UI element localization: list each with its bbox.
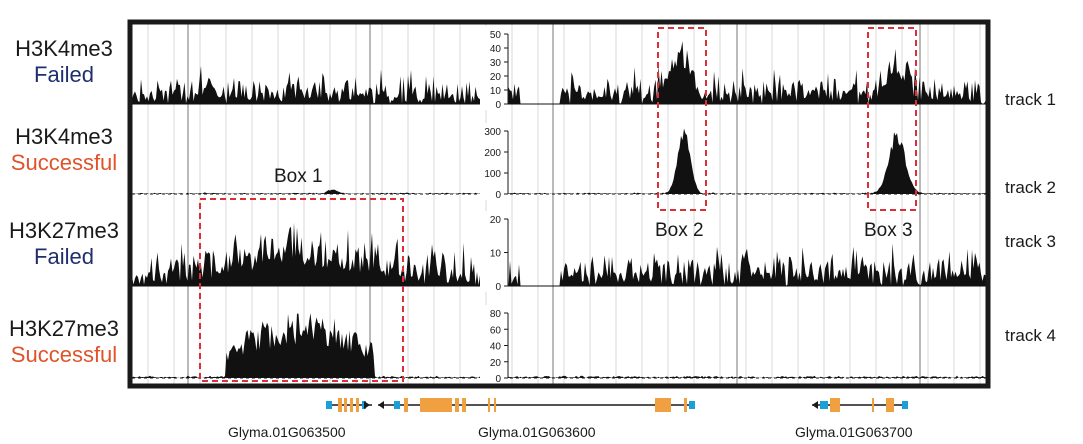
track-2-status: Successful: [10, 150, 118, 175]
gene-2-label: Glyma.01G063600: [478, 424, 596, 440]
signal-tracks: [132, 41, 986, 379]
gene-1-exon-1: [338, 398, 342, 412]
gene-3-utr-right: [902, 401, 908, 409]
box-3-label: Box 3: [864, 220, 913, 241]
gene-2-exon-2: [420, 398, 452, 412]
y-tick-label-1-2: 30: [490, 58, 502, 69]
track-3-status: Failed: [34, 244, 94, 269]
track-2-mark: H3K4me3: [15, 124, 113, 149]
highlight-boxes: [199, 27, 917, 382]
axis-background-4: [480, 305, 508, 384]
track-4-label: H3K27me3 Successful: [0, 316, 128, 368]
gene-1-utr-left: [326, 401, 332, 409]
gene-2-exon-8: [684, 398, 687, 412]
gene-1-label: Glyma.01G063500: [228, 424, 346, 440]
gene-2-exon-3: [455, 398, 459, 412]
panel-background: [130, 22, 988, 386]
box-1-label: Box 1: [274, 166, 323, 187]
track-3-name: track 3: [1005, 232, 1057, 251]
gene-2-exon-6: [494, 398, 496, 412]
gene-2-exon-7: [655, 398, 671, 412]
gene-1-exon-4: [356, 398, 359, 412]
gene-models: [326, 398, 908, 412]
track-2-name: track 2: [1005, 178, 1057, 197]
y-tick-label-2-0: 300: [484, 127, 501, 138]
y-tick-label-3-1: 10: [490, 249, 502, 260]
box-labels: Box 1 Box 2 Box 3: [274, 166, 913, 241]
signal-track-4: [132, 313, 986, 378]
y-tick-label-4-2: 40: [490, 342, 502, 353]
axis-background-2: [480, 123, 508, 200]
gene-3-exon-2: [872, 398, 874, 412]
gene-3-label: Glyma.01G063700: [795, 424, 913, 440]
gene-2-exon-1: [404, 398, 408, 412]
box-2-label: Box 2: [655, 220, 704, 241]
highlight-box-3: [867, 27, 917, 211]
y-tick-label-1-0: 50: [490, 30, 502, 41]
y-tick-label-4-0: 80: [490, 309, 502, 320]
track-3-mark: H3K27me3: [8, 218, 120, 243]
gene-3-exon-3: [886, 398, 894, 412]
track-1-label: H3K4me3 Failed: [0, 36, 128, 88]
track-1-status: Failed: [34, 62, 94, 87]
axis-background-1: [480, 26, 508, 110]
signal-track-3: [132, 222, 986, 286]
signal-track-2: [132, 128, 986, 194]
highlight-box-2: [657, 27, 707, 211]
y-tick-label-3-0: 20: [490, 215, 502, 226]
y-tick-label-1-3: 20: [490, 72, 502, 83]
gene-2-utr-right: [689, 401, 695, 409]
gene-1-exon-3: [350, 398, 353, 412]
highlight-box-1: [199, 198, 404, 382]
gene-2-exon-5: [488, 398, 490, 412]
gene-3-utr-left: [820, 401, 828, 409]
y-tick-label-1-5: 0: [495, 100, 501, 111]
y-tick-label-4-3: 20: [490, 358, 502, 369]
gene-1-strand-arrow: [364, 401, 370, 409]
gene-2-utr-left: [394, 401, 400, 409]
y-tick-label-2-3: 0: [495, 190, 501, 201]
y-tick-label-2-2: 100: [484, 169, 501, 180]
gene-3-exon-1: [830, 398, 840, 412]
panel-frame: [127, 19, 991, 389]
y-tick-label-2-1: 200: [484, 148, 501, 159]
track-4-name: track 4: [1005, 326, 1057, 345]
gene-1-exon-2: [344, 398, 347, 412]
signal-track-1: [132, 41, 986, 104]
track-3-label: H3K27me3 Failed: [0, 218, 128, 270]
track-4-status: Successful: [10, 342, 118, 367]
axis-background-3: [480, 211, 508, 292]
y-tick-label-3-2: 0: [495, 282, 501, 293]
y-tick-label-4-4: 0: [495, 374, 501, 385]
y-tick-label-4-1: 60: [490, 325, 502, 336]
track-2-label: H3K4me3 Successful: [0, 124, 128, 176]
y-tick-label-1-1: 40: [490, 44, 502, 55]
gene-2-exon-4: [462, 398, 466, 412]
track-4-mark: H3K27me3: [8, 316, 120, 341]
y-tick-label-1-4: 10: [490, 86, 502, 97]
track-1-mark: H3K4me3: [15, 36, 113, 61]
track-1-name: track 1: [1005, 90, 1057, 109]
